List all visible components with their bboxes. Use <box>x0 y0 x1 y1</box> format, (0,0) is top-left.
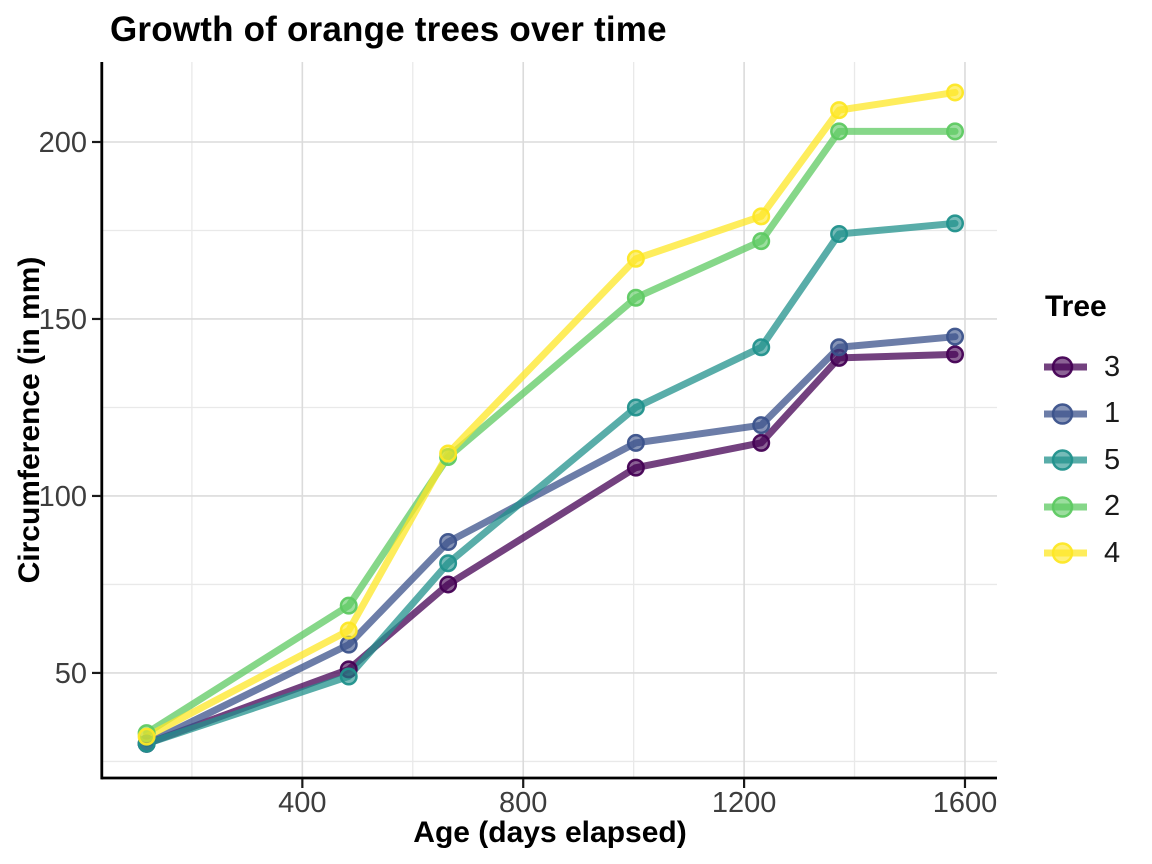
x-tick-label: 1200 <box>712 787 777 819</box>
legend: Tree 3 1 5 2 4 <box>1043 290 1120 577</box>
y-tick-label: 50 <box>55 658 87 690</box>
legend-key-point <box>1051 403 1074 425</box>
y-tick-label: 150 <box>39 304 87 336</box>
data-point-tree-2 <box>626 288 645 307</box>
legend-key-point <box>1051 496 1074 518</box>
data-point-tree-4 <box>339 621 358 640</box>
data-point-tree-5 <box>439 554 458 573</box>
data-point-tree-5 <box>626 398 645 417</box>
legend-key-icon <box>1044 449 1087 471</box>
y-tick-label: 200 <box>39 127 87 159</box>
data-point-tree-4 <box>830 101 849 120</box>
legend-items: 3 1 5 2 4 <box>1043 344 1120 577</box>
data-point-tree-1 <box>626 433 645 452</box>
legend-key-icon <box>1044 356 1087 378</box>
data-point-tree-4 <box>439 444 458 463</box>
legend-item-tree-5: 5 <box>1043 437 1120 484</box>
data-point-tree-5 <box>339 667 358 686</box>
data-point-tree-2 <box>830 122 849 141</box>
legend-item-label: 2 <box>1104 490 1121 523</box>
data-point-tree-1 <box>946 327 965 346</box>
series-line-tree-1 <box>143 333 959 748</box>
data-point-tree-4 <box>946 83 965 102</box>
legend-item-label: 1 <box>1104 397 1121 430</box>
y-tick-label: 100 <box>39 481 87 513</box>
legend-title: Tree <box>1045 290 1107 323</box>
data-point-tree-5 <box>830 225 849 244</box>
x-axis-title: Age (days elapsed) <box>413 816 687 849</box>
legend-item-tree-1: 1 <box>1043 391 1120 438</box>
data-point-tree-4 <box>626 249 645 268</box>
legend-key-point <box>1051 542 1074 564</box>
legend-item-tree-3: 3 <box>1043 344 1120 391</box>
legend-item-label: 5 <box>1104 443 1121 476</box>
data-point-tree-2 <box>339 596 358 615</box>
legend-item-label: 4 <box>1104 536 1121 569</box>
legend-item-label: 3 <box>1104 350 1121 383</box>
legend-key-icon <box>1044 496 1087 518</box>
x-tick-label: 800 <box>499 787 547 819</box>
series-line-tree-2 <box>143 127 959 737</box>
series-line-tree-5 <box>143 219 959 748</box>
legend-key-icon <box>1044 403 1087 425</box>
data-point-tree-1 <box>830 338 849 357</box>
data-point-tree-3 <box>626 458 645 477</box>
data-point-tree-3 <box>439 575 458 594</box>
legend-item-tree-2: 2 <box>1043 484 1120 531</box>
data-point-tree-2 <box>946 122 965 141</box>
data-point-tree-5 <box>946 214 965 233</box>
data-point-tree-3 <box>752 433 771 452</box>
data-point-tree-5 <box>752 338 771 357</box>
x-tick-label: 400 <box>278 787 326 819</box>
legend-key-icon <box>1044 542 1087 564</box>
data-point-tree-1 <box>752 416 771 435</box>
data-point-tree-1 <box>439 532 458 551</box>
data-point-tree-4 <box>752 207 771 226</box>
data-point-tree-3 <box>946 345 965 364</box>
data-point-tree-2 <box>752 232 771 251</box>
chart-title: Growth of orange trees over time <box>110 10 667 49</box>
y-axis-title: Circumference (in mm) <box>13 256 46 584</box>
x-tick-label: 1600 <box>933 787 998 819</box>
legend-key-point <box>1051 356 1074 378</box>
legend-item-tree-4: 4 <box>1043 530 1120 577</box>
legend-key-point <box>1051 449 1074 471</box>
data-point-tree-4 <box>137 727 156 746</box>
series-line-tree-4 <box>143 88 959 741</box>
